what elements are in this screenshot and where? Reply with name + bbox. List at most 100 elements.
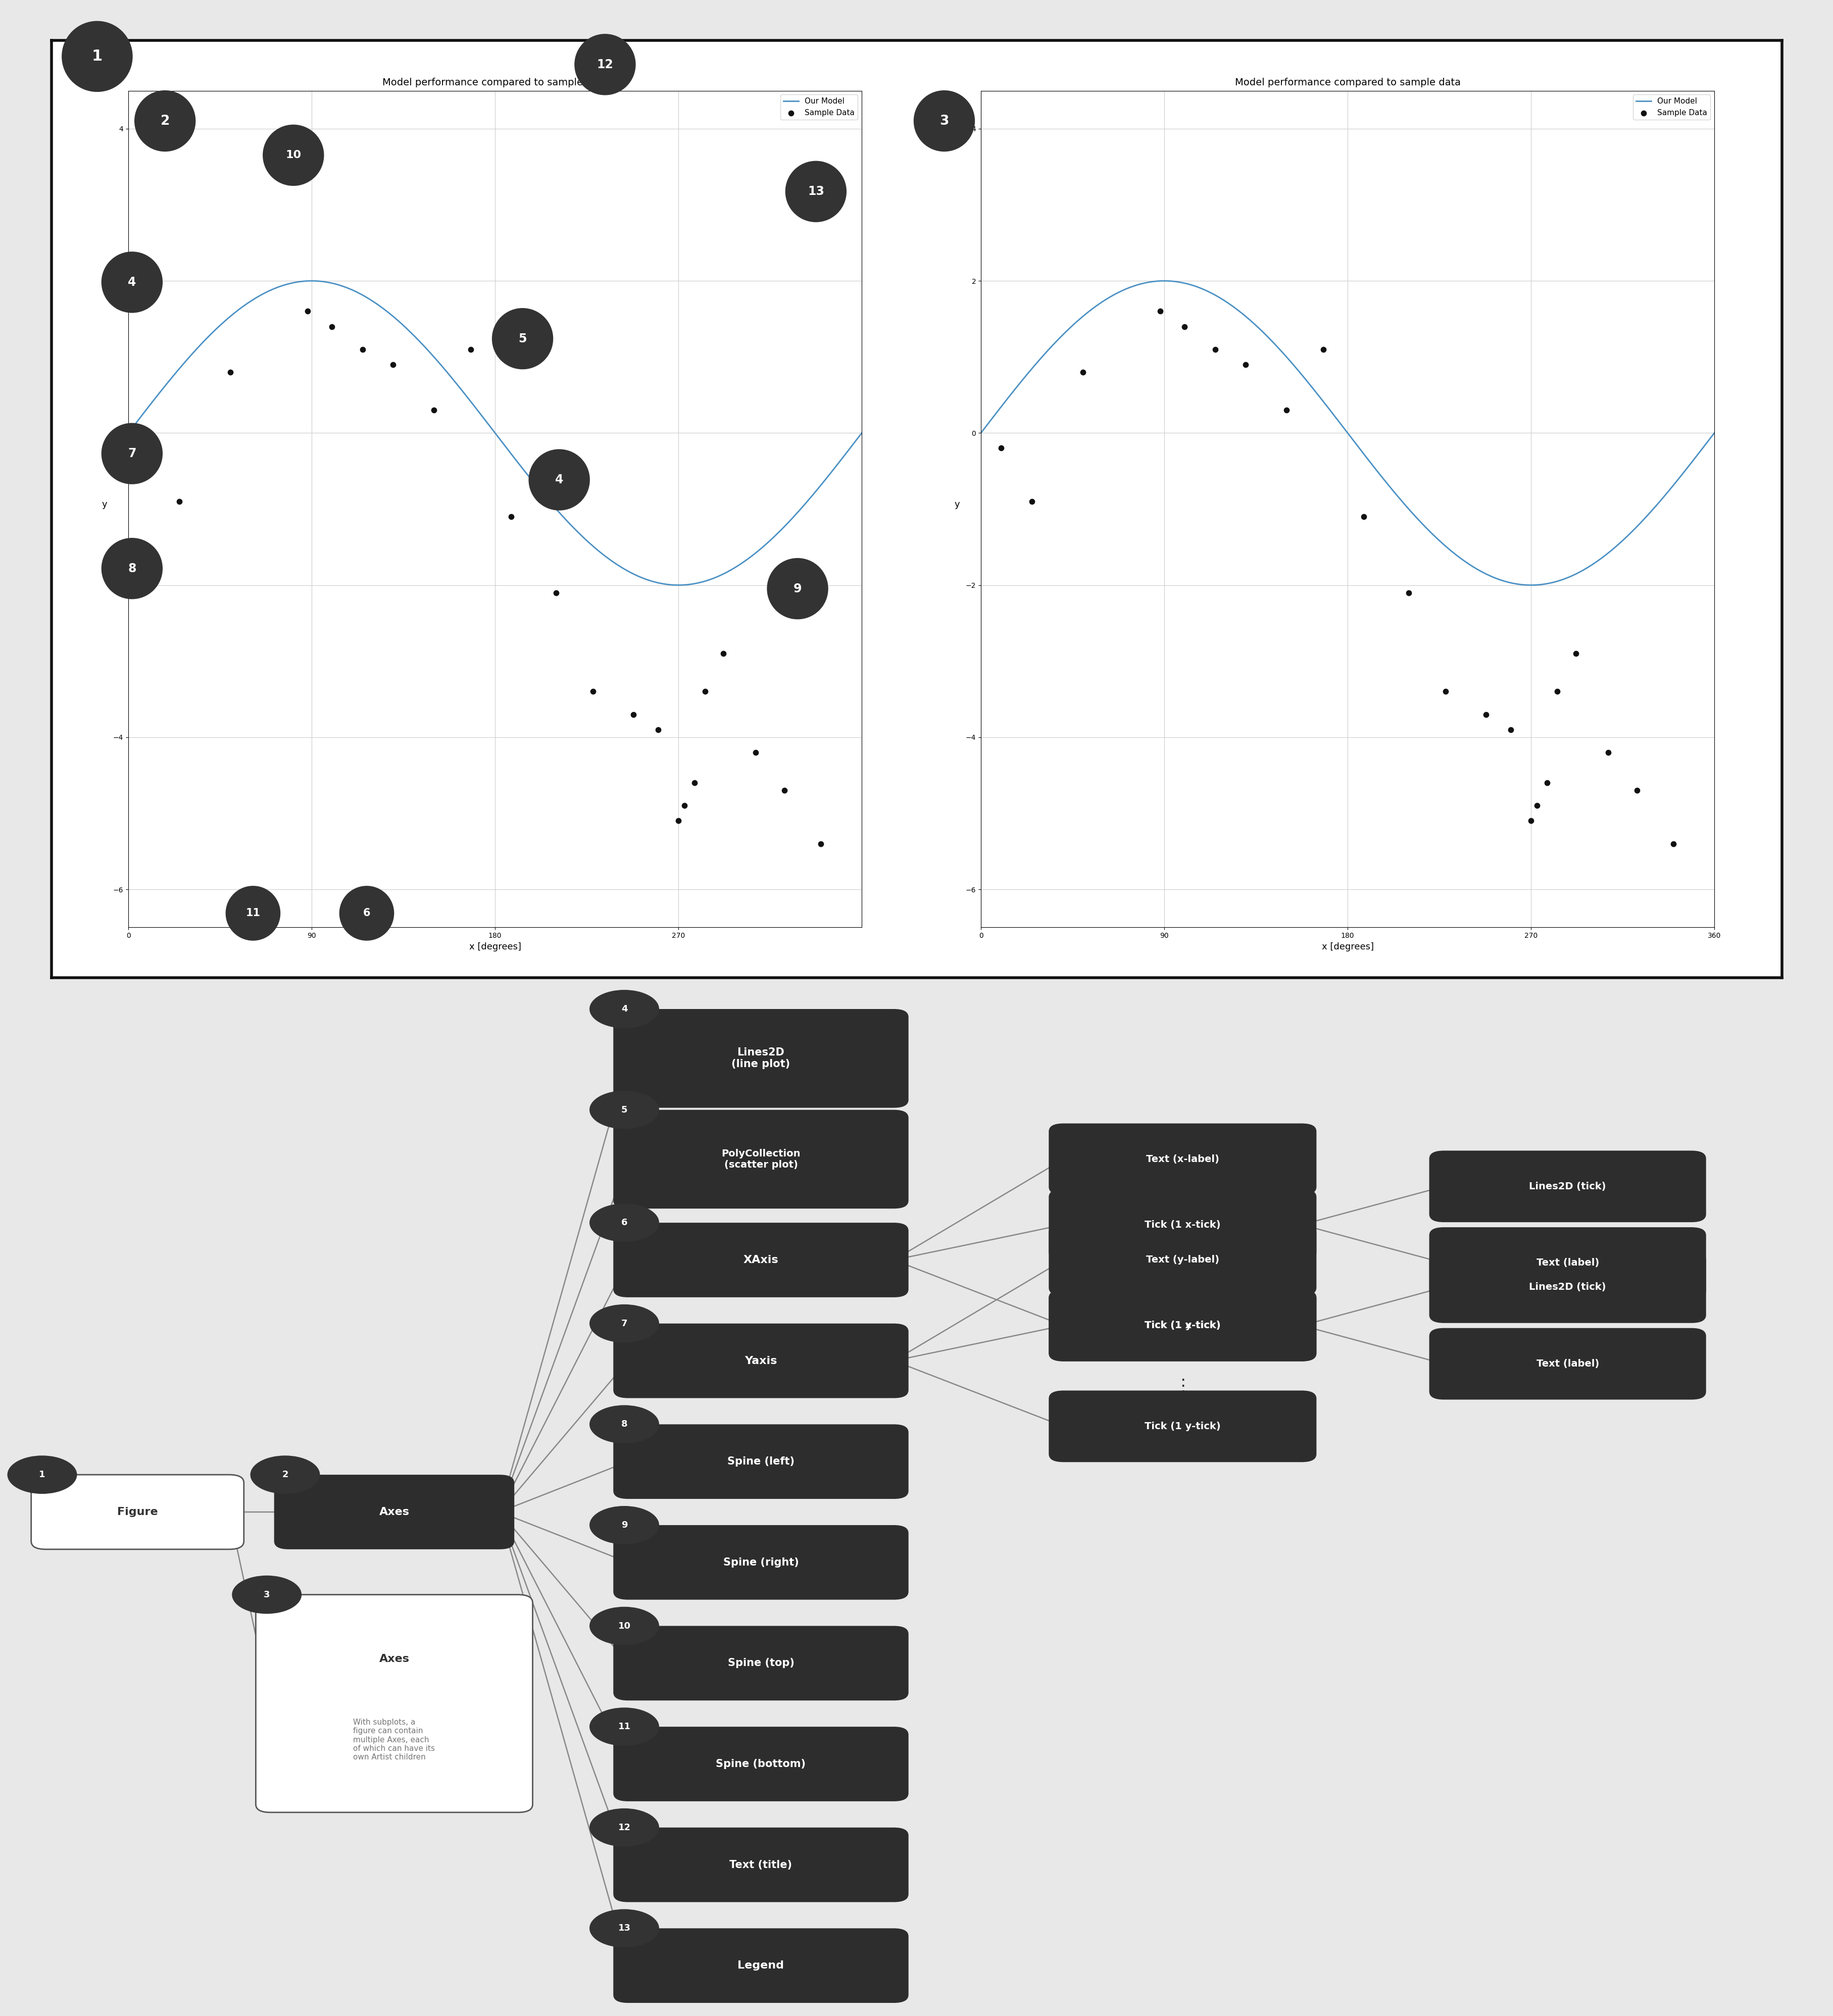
FancyBboxPatch shape	[255, 1595, 532, 1812]
Sample Data	[577, 675, 607, 708]
Sample Data	[689, 675, 719, 708]
Our Model	[1688, 439, 1710, 464]
Our Model	[1367, 462, 1389, 486]
Text: Lines2D (tick): Lines2D (tick)	[1529, 1282, 1606, 1292]
Sample Data	[1542, 675, 1571, 708]
Sample Data	[1017, 486, 1047, 518]
FancyBboxPatch shape	[612, 1111, 907, 1210]
Circle shape	[339, 885, 394, 941]
Text: 3: 3	[938, 115, 949, 127]
Text: 11: 11	[618, 1722, 631, 1732]
Y-axis label: y: y	[103, 500, 108, 508]
Legend: Our Model, Sample Data: Our Model, Sample Data	[781, 95, 858, 119]
FancyBboxPatch shape	[1048, 1123, 1316, 1195]
Sample Data	[293, 294, 323, 327]
Text: 4: 4	[555, 474, 563, 486]
Circle shape	[62, 20, 132, 93]
Text: Tick (1 y-tick): Tick (1 y-tick)	[1144, 1320, 1221, 1331]
Circle shape	[101, 252, 163, 312]
Text: Spine (bottom): Spine (bottom)	[715, 1758, 807, 1770]
FancyBboxPatch shape	[1048, 1290, 1316, 1361]
Text: 8: 8	[128, 562, 136, 575]
Our Model	[970, 421, 992, 446]
Text: 9: 9	[794, 583, 801, 595]
Our Model	[1320, 399, 1342, 423]
Sample Data	[1560, 637, 1589, 669]
Sample Data	[378, 349, 407, 381]
Sample Data	[1532, 766, 1562, 798]
Our Model	[471, 405, 493, 429]
Circle shape	[588, 990, 658, 1028]
Text: 13: 13	[618, 1923, 631, 1933]
Sample Data	[680, 766, 709, 798]
Text: XAxis: XAxis	[742, 1254, 779, 1266]
Sample Data	[643, 714, 673, 746]
FancyBboxPatch shape	[612, 1325, 907, 1399]
Circle shape	[588, 1808, 658, 1847]
Our Model	[1573, 556, 1595, 581]
Text: Spine (left): Spine (left)	[728, 1456, 794, 1468]
Text: 12: 12	[618, 1822, 631, 1833]
Text: 11: 11	[246, 907, 260, 919]
Our Model	[467, 399, 489, 423]
Our Model	[667, 573, 689, 597]
FancyBboxPatch shape	[612, 1625, 907, 1702]
X-axis label: x [degrees]: x [degrees]	[469, 941, 521, 952]
Sample Data	[317, 310, 346, 343]
Text: ⋮: ⋮	[1173, 1276, 1191, 1294]
Sample Data	[165, 486, 194, 518]
FancyBboxPatch shape	[1430, 1228, 1705, 1298]
Text: 1: 1	[38, 1470, 46, 1480]
Our Model	[1408, 508, 1430, 532]
Sample Data	[541, 577, 570, 609]
Our Model	[515, 462, 537, 486]
Sample Data	[986, 431, 1015, 464]
Our Model	[555, 508, 577, 532]
Circle shape	[101, 538, 163, 599]
Sample Data	[497, 500, 526, 532]
Text: 6: 6	[621, 1218, 627, 1228]
Text: 10: 10	[618, 1621, 631, 1631]
FancyBboxPatch shape	[612, 1524, 907, 1601]
Sample Data	[420, 393, 449, 425]
FancyBboxPatch shape	[1048, 1224, 1316, 1296]
Sample Data	[1516, 804, 1545, 837]
Text: 4: 4	[128, 276, 136, 288]
Our Model	[851, 421, 873, 446]
Sample Data	[708, 637, 737, 669]
Our Model	[1520, 573, 1542, 597]
Sample Data	[807, 827, 836, 859]
Text: 4: 4	[621, 1004, 627, 1014]
FancyBboxPatch shape	[612, 1222, 907, 1298]
Circle shape	[225, 885, 280, 941]
Sample Data	[1272, 393, 1301, 425]
Sample Data	[664, 804, 693, 837]
Text: Tick (1 x-tick): Tick (1 x-tick)	[1144, 1320, 1221, 1331]
Circle shape	[134, 91, 196, 151]
Text: 7: 7	[621, 1318, 627, 1329]
Text: Text (title): Text (title)	[730, 1859, 792, 1871]
Text: Lines2D (tick): Lines2D (tick)	[1529, 1181, 1606, 1191]
Text: 2: 2	[159, 115, 170, 127]
Text: Axes: Axes	[379, 1506, 409, 1518]
FancyBboxPatch shape	[612, 1927, 907, 2004]
Sample Data	[1230, 349, 1259, 381]
Circle shape	[785, 161, 847, 222]
Text: Text (label): Text (label)	[1536, 1258, 1598, 1268]
Text: Axes: Axes	[379, 1653, 409, 1665]
Circle shape	[588, 1304, 658, 1343]
Our Model	[1703, 421, 1725, 446]
Circle shape	[491, 308, 554, 369]
X-axis label: x [degrees]: x [degrees]	[1322, 941, 1373, 952]
Line: Our Model: Our Model	[128, 280, 862, 585]
Circle shape	[249, 1456, 321, 1494]
Sample Data	[1069, 357, 1098, 389]
FancyBboxPatch shape	[612, 1423, 907, 1500]
FancyBboxPatch shape	[1430, 1151, 1705, 1222]
Sample Data	[1349, 500, 1378, 532]
Title: Model performance compared to sample data: Model performance compared to sample dat…	[381, 77, 609, 87]
Sample Data	[1593, 736, 1622, 768]
Text: 7: 7	[128, 448, 136, 460]
Circle shape	[588, 1405, 658, 1443]
Y-axis label: y: y	[955, 500, 960, 508]
